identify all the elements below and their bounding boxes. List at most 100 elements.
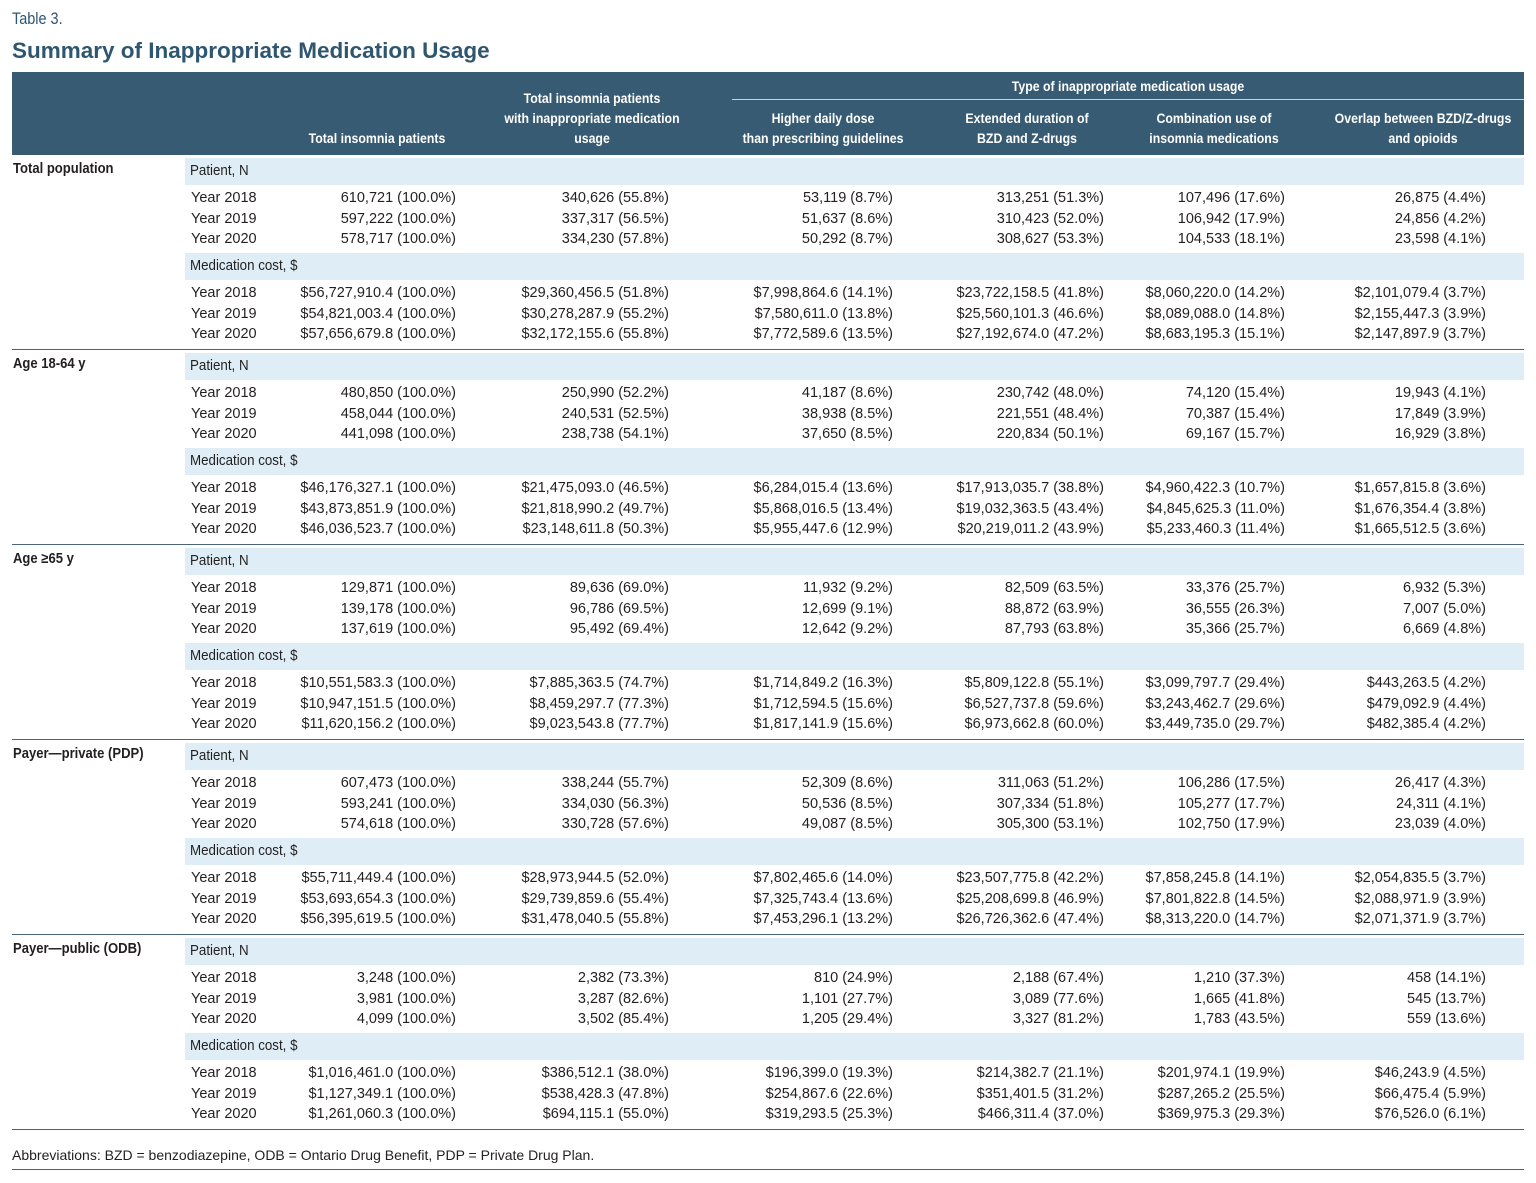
header-total-patients: Total insomnia patients [308, 130, 446, 146]
table-cell: 238,738 (54.1%) [561, 426, 669, 442]
table-row: Year 2018 129,871 (100.0%) 89,636 (69.0%) 1… [12, 578, 1524, 599]
year-label: Year 2020 [191, 326, 257, 342]
table-cell: $538,428.3 (47.8%) [541, 1085, 669, 1102]
table-cell: 96,786 (69.5%) [569, 600, 669, 617]
table-cell: $5,868,016.5 (13.4%) [753, 500, 893, 517]
year-label: Year 2018 [191, 870, 257, 886]
subheader-cost: Medication cost, $ [185, 448, 1524, 475]
table-cell: 95,492 (69.4%) [569, 621, 669, 637]
table-cell: 26,875 (4.4%) [1394, 190, 1486, 206]
header-line: Higher daily dose [771, 110, 875, 126]
table-cell: $6,284,015.4 (13.6%) [753, 480, 893, 496]
table-cell: 69,167 (15.7%) [1185, 426, 1285, 442]
group-label: Age ≥65 y [13, 551, 74, 567]
table-title: Summary of Inappropriate Medication Usag… [12, 38, 490, 63]
table-cell: $46,176,327.1 (100.0%) [300, 480, 456, 496]
table-cell: $29,360,456.5 (51.8%) [521, 285, 669, 301]
header-line: usage [574, 130, 610, 146]
year-label: Year 2018 [191, 675, 257, 691]
year-label: Year 2019 [191, 795, 257, 812]
table-cell: 41,187 (8.6%) [801, 385, 893, 401]
table-row: Year 2020 578,717 (100.0%) 334,230 (57.8%)… [12, 229, 1524, 250]
table-cell: $7,453,296.1 (13.2%) [753, 911, 893, 927]
table-cell: 545 (13.7%) [1407, 990, 1486, 1007]
subheader-label: Patient, N [190, 163, 249, 179]
table-cell: 250,990 (52.2%) [561, 385, 669, 401]
table-cell: 104,533 (18.1%) [1177, 231, 1285, 247]
table-cell: $1,676,354.4 (3.8%) [1354, 500, 1486, 517]
table-cell: 330,728 (57.6%) [561, 816, 669, 832]
table-row: Year 2018 480,850 (100.0%) 250,990 (52.2%)… [12, 383, 1524, 404]
section-group: Age ≥65 y Patient, N Year 2018 129,871 (1… [12, 545, 1524, 740]
table-cell: $53,693,654.3 (100.0%) [300, 890, 456, 907]
table-cell: 49,087 (8.5%) [801, 816, 893, 832]
table-cell: 106,942 (17.9%) [1177, 210, 1285, 227]
year-label: Year 2019 [191, 500, 257, 517]
table-cell: $466,311.4 (37.0%) [977, 1106, 1104, 1122]
subheader-label: Medication cost, $ [190, 453, 298, 469]
header-extended-duration: Extended duration of BZD and Z-drugs [930, 108, 1124, 148]
table-row: Year 2020 137,619 (100.0%) 95,492 (69.4%) 1… [12, 619, 1524, 640]
table-cell: $254,867.6 (22.6%) [765, 1085, 893, 1102]
year-label: Year 2018 [191, 285, 257, 301]
header-line: Overlap between BZD/Z-drugs [1334, 110, 1512, 126]
table-cell: 597,222 (100.0%) [340, 210, 456, 227]
table-cell: $7,885,363.5 (74.7%) [529, 675, 669, 691]
table-cell: $4,845,625.3 (11.0%) [1146, 500, 1285, 517]
table-cell: $2,155,447.3 (3.9%) [1354, 305, 1486, 322]
table-cell: 3,327 (81.2%) [1012, 1011, 1104, 1027]
header-line: BZD and Z-drugs [977, 130, 1077, 146]
subheader-patient: Patient, N [185, 353, 1524, 380]
table-cell: 221,551 (48.4%) [996, 405, 1104, 422]
table-cell: $1,714,849.2 (16.3%) [753, 675, 893, 691]
table-cell: 3,502 (85.4%) [577, 1011, 669, 1027]
table-row: Year 2020 $56,395,619.5 (100.0%) $31,478,0… [12, 909, 1524, 930]
table-cell: 7,007 (5.0%) [1402, 600, 1486, 617]
year-label: Year 2020 [191, 1011, 257, 1027]
table-cell: 310,423 (52.0%) [996, 210, 1104, 227]
table-cell: 26,417 (4.3%) [1394, 775, 1486, 791]
table-cell: $4,960,422.3 (10.7%) [1145, 480, 1285, 496]
table-cell: $2,147,897.9 (3.7%) [1354, 326, 1486, 342]
subheader-cost: Medication cost, $ [185, 838, 1524, 865]
header-line: with inappropriate medication [504, 110, 680, 126]
header-line: insomnia medications [1149, 130, 1279, 146]
header-overlap-opioids: Overlap between BZD/Z-drugs and opioids [1317, 108, 1528, 148]
table-row: Year 2018 607,473 (100.0%) 338,244 (55.7%)… [12, 773, 1524, 794]
table-cell: $31,478,040.5 (55.8%) [521, 911, 669, 927]
table-cell: 240,531 (52.5%) [561, 405, 669, 422]
table-cell: $1,817,141.9 (15.6%) [753, 716, 893, 732]
table-cell: 106,286 (17.5%) [1177, 775, 1285, 791]
table-cell: $3,099,797.7 (29.4%) [1145, 675, 1285, 691]
table-cell: $56,727,910.4 (100.0%) [300, 285, 456, 301]
table-cell: 1,101 (27.7%) [801, 990, 893, 1007]
header-inappropriate-usage: Total insomnia patients with inappropria… [486, 88, 697, 148]
table-cell: $7,580,611.0 (13.8%) [754, 305, 893, 322]
footer-divider [12, 1169, 1524, 1170]
table-cell: $386,512.1 (38.0%) [541, 1065, 669, 1081]
table-row: Year 2020 574,618 (100.0%) 330,728 (57.6%)… [12, 814, 1524, 835]
table-row: Year 2019 3,981 (100.0%) 3,287 (82.6%) 1,10… [12, 989, 1524, 1010]
table-row: Year 2019 597,222 (100.0%) 337,317 (56.5%)… [12, 209, 1524, 230]
table-cell: 230,742 (48.0%) [996, 385, 1104, 401]
table-row: Year 2018 3,248 (100.0%) 2,382 (73.3%) 810 … [12, 968, 1524, 989]
table-cell: $5,809,122.8 (55.1%) [964, 675, 1104, 691]
header-higher-dose: Higher daily dose than prescribing guidel… [726, 108, 920, 148]
table-cell: 610,721 (100.0%) [340, 190, 456, 206]
header-group-type: Type of inappropriate medication usage [1011, 78, 1245, 94]
section-group: Age 18-64 y Patient, N Year 2018 480,850 … [12, 350, 1524, 545]
table-cell: $26,726,362.6 (47.4%) [956, 911, 1104, 927]
year-label: Year 2020 [191, 521, 257, 537]
table-cell: 6,932 (5.3%) [1402, 580, 1486, 596]
table-cell: 129,871 (100.0%) [340, 580, 456, 596]
table-cell: 12,699 (9.1%) [801, 600, 893, 617]
table-cell: 311,063 (51.2%) [997, 775, 1104, 791]
table-cell: 4,099 (100.0%) [356, 1011, 456, 1027]
table-cell: $2,071,371.9 (3.7%) [1354, 911, 1486, 927]
table-cell: $8,313,220.0 (14.7%) [1145, 911, 1285, 927]
table-cell: $1,712,594.5 (15.6%) [753, 695, 893, 712]
table-cell: $201,974.1 (19.9%) [1157, 1065, 1285, 1081]
table-cell: $1,261,060.3 (100.0%) [308, 1106, 456, 1122]
year-label: Year 2018 [191, 970, 257, 986]
table-cell: $196,399.0 (19.3%) [765, 1065, 893, 1081]
